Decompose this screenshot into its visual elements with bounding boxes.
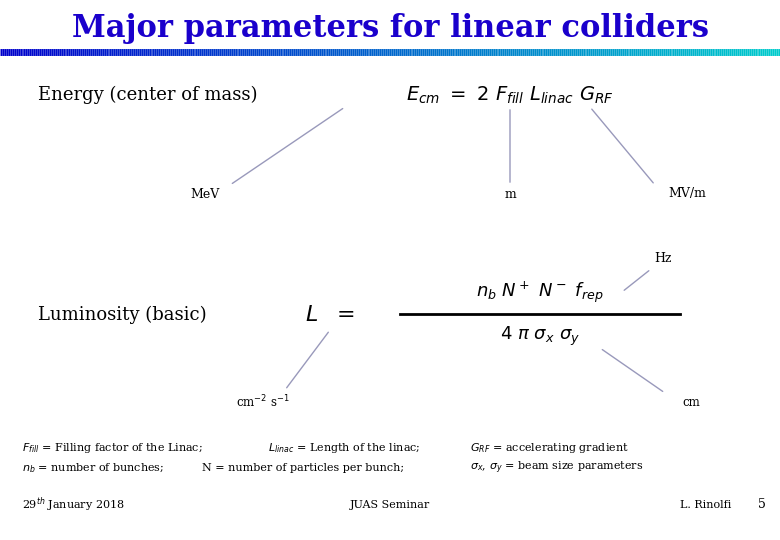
Text: MeV: MeV [190, 188, 220, 201]
Text: JUAS Seminar: JUAS Seminar [350, 500, 430, 510]
Text: cm: cm [682, 395, 700, 408]
Text: 29$^{th}$ January 2018: 29$^{th}$ January 2018 [22, 496, 125, 514]
Text: Energy (center of mass): Energy (center of mass) [38, 86, 257, 104]
Text: Major parameters for linear colliders: Major parameters for linear colliders [72, 12, 708, 44]
Text: $L_{linac}$ = Length of the linac;: $L_{linac}$ = Length of the linac; [268, 441, 420, 455]
Text: $n_b\ N^+\ N^-\ f_{rep}$: $n_b\ N^+\ N^-\ f_{rep}$ [477, 279, 604, 305]
Text: cm$^{-2}$ s$^{-1}$: cm$^{-2}$ s$^{-1}$ [236, 394, 290, 410]
Text: m: m [504, 188, 516, 201]
Text: $G_{RF}$ = accelerating gradient: $G_{RF}$ = accelerating gradient [470, 441, 629, 455]
Text: $n_b$ = number of bunches;: $n_b$ = number of bunches; [22, 461, 165, 475]
Text: $E_{cm}\ =\ 2\ F_{fill}\ L_{linac}\ G_{RF}$: $E_{cm}\ =\ 2\ F_{fill}\ L_{linac}\ G_{R… [406, 84, 614, 106]
Text: $4\ \pi\ \sigma_x\ \sigma_y$: $4\ \pi\ \sigma_x\ \sigma_y$ [500, 325, 580, 348]
Text: MV/m: MV/m [668, 186, 706, 199]
Text: $\sigma_x$, $\sigma_y$ = beam size parameters: $\sigma_x$, $\sigma_y$ = beam size param… [470, 460, 644, 476]
Text: Luminosity (basic): Luminosity (basic) [38, 306, 207, 324]
Text: Hz: Hz [654, 252, 672, 265]
Text: $L\ \ =$: $L\ \ =$ [305, 304, 355, 326]
Text: 5: 5 [758, 498, 766, 511]
Text: $F_{fill}$ = Filling factor of the Linac;: $F_{fill}$ = Filling factor of the Linac… [22, 441, 203, 455]
Text: L. Rinolfi: L. Rinolfi [680, 500, 732, 510]
Text: N = number of particles per bunch;: N = number of particles per bunch; [195, 463, 404, 473]
